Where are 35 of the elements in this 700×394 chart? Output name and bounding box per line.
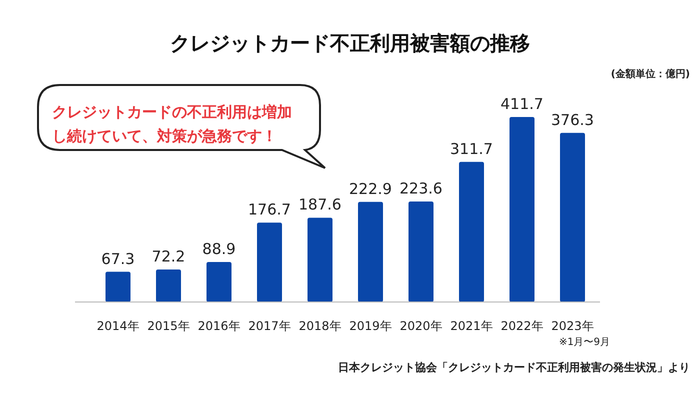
bar — [408, 202, 434, 302]
x-tick-label: 2023年 — [551, 319, 594, 333]
text: 日本クレジット協会「クレジットカード不正利用被害の発生状況」より — [338, 361, 690, 374]
x-tick-label: 2015年 — [147, 319, 190, 333]
data-label: 411.7 — [500, 95, 544, 113]
bar — [358, 202, 383, 302]
bar — [206, 262, 232, 302]
data-label: 311.7 — [450, 140, 493, 158]
x-tick-label: 2020年 — [400, 319, 442, 333]
x-tick-label: 2016年 — [198, 319, 240, 333]
annotation: クレジットカードの不正利用は増加し続けていて、対策が急務です！ — [52, 102, 293, 147]
bar — [510, 117, 534, 302]
chart-title: クレジットカード不正利用被害額の推移 — [170, 31, 530, 55]
x-tick-label: 2017年 — [248, 319, 291, 333]
data-label: 67.3 — [101, 250, 135, 268]
data-label: 88.9 — [202, 240, 236, 258]
data-label: 376.3 — [551, 110, 594, 129]
bar — [459, 162, 484, 302]
text: (金額単位：億円) — [610, 68, 690, 80]
data-label: 223.6 — [400, 180, 442, 198]
x-tick-label: 2021年 — [450, 319, 493, 333]
bar — [308, 218, 332, 302]
data-label: 176.7 — [248, 200, 291, 219]
x-tick-label: 2014年 — [96, 319, 140, 333]
bar — [560, 132, 585, 302]
x-tick-label: 2018年 — [298, 319, 342, 333]
x-tick-label: 2022年 — [500, 319, 544, 333]
data-label: 222.9 — [349, 180, 392, 198]
bar — [106, 272, 130, 302]
data-label: 187.6 — [298, 196, 342, 214]
bar — [257, 222, 282, 302]
data-label: 72.2 — [152, 248, 186, 266]
text: ※1月〜9月 — [558, 337, 610, 348]
x-tick-label: 2019年 — [349, 319, 392, 333]
bar — [156, 270, 181, 302]
